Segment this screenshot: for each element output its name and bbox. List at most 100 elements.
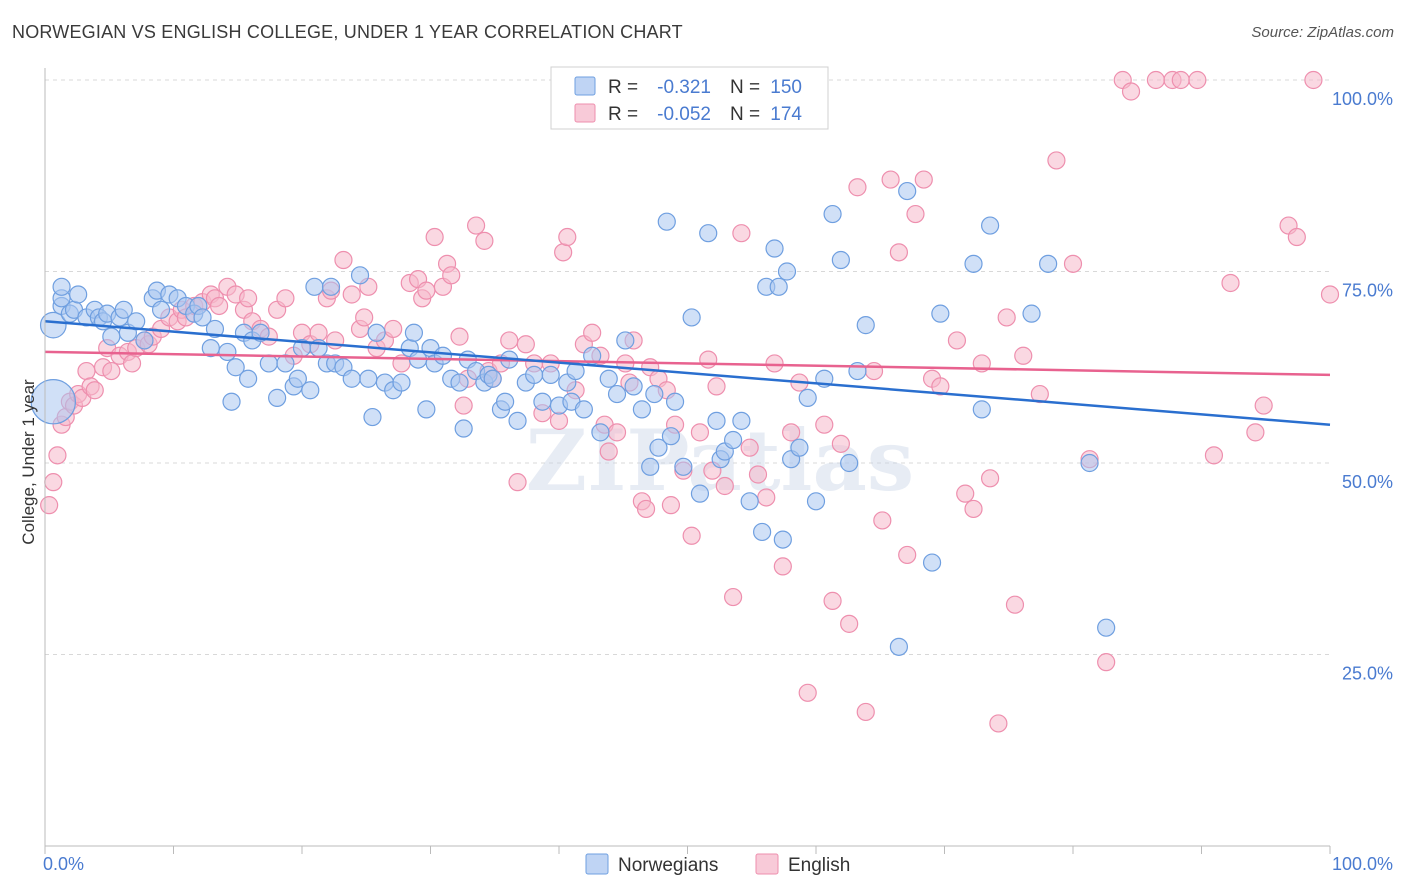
norwegian-point-125 — [856, 316, 875, 335]
english-point-44 — [309, 323, 328, 342]
english-point-75 — [516, 335, 535, 354]
bottom-legend-swatch-1 — [755, 853, 779, 875]
english-point-148 — [1146, 70, 1166, 90]
x-tick-label-end: 100.0% — [1332, 854, 1393, 874]
english-point-40 — [276, 289, 295, 308]
english-point-48 — [334, 250, 353, 270]
tick-labels: 25.0% 50.0% 75.0% 100.0% 0.0% 100.0% — [43, 89, 1393, 874]
english-point-109 — [748, 465, 768, 484]
english-point-137 — [989, 714, 1008, 733]
y-tick-label-100: 100.0% — [1332, 89, 1393, 109]
norwegian-point-51 — [350, 266, 370, 285]
english-point-101 — [690, 423, 710, 442]
legend-swatch-1 — [574, 103, 596, 123]
english-point-142 — [1047, 151, 1066, 170]
norwegian-point-118 — [798, 388, 817, 407]
norwegian-point-7 — [69, 285, 88, 304]
norwegian-point-80 — [541, 365, 560, 385]
english-point-126 — [889, 243, 909, 262]
norwegian-point-128 — [922, 553, 942, 572]
legend-n-value-1: 174 — [770, 104, 802, 125]
legend-r-value-1: -0.052 — [657, 104, 711, 125]
english-point-158 — [1304, 70, 1323, 90]
english-point-157 — [1287, 227, 1306, 247]
english-point-136 — [980, 469, 1000, 488]
norwegian-point-21 — [151, 300, 171, 319]
norwegian-point-115 — [777, 262, 797, 281]
norwegian-point-54 — [367, 323, 386, 342]
legend: R = -0.321 N = 150 R = -0.052 N = 174 — [550, 66, 829, 130]
norwegian-trend-line — [44, 320, 1331, 426]
legend-swatch-0 — [574, 76, 596, 96]
english-point-138 — [997, 308, 1016, 327]
y-axis-title: College, Under 1 year — [19, 379, 38, 545]
norwegian-point-39 — [276, 354, 295, 373]
source-note: Source: ZipAtlas.com — [1251, 24, 1394, 41]
english-point-14 — [102, 361, 121, 381]
norwegian-point-110 — [753, 522, 772, 542]
english-point-84 — [583, 323, 602, 342]
y-tick-label-25: 25.0% — [1342, 664, 1393, 684]
norwegian-point-93 — [641, 457, 660, 476]
legend-r-value-0: -0.321 — [657, 77, 711, 98]
norwegian-point-92 — [632, 400, 652, 419]
norwegian-point-106 — [723, 430, 743, 450]
english-point-80 — [554, 243, 573, 262]
bottom-legend-swatch-0 — [585, 853, 609, 875]
norwegian-point-133 — [1022, 304, 1041, 323]
source-link[interactable]: ZipAtlas.com — [1307, 24, 1394, 41]
norwegian-point-85 — [574, 400, 593, 419]
norwegian-point-67 — [454, 419, 473, 438]
norwegian-point-90 — [616, 331, 635, 350]
norwegian-point-114 — [773, 530, 792, 549]
english-point-110 — [757, 488, 776, 507]
norwegian-point-57 — [392, 373, 411, 392]
english-point-128 — [906, 204, 925, 224]
english-point-60 — [417, 281, 436, 300]
norwegian-point-37 — [259, 354, 278, 373]
english-point-120 — [840, 614, 859, 633]
english-point-143 — [1063, 254, 1083, 273]
english-point-55 — [384, 319, 403, 339]
norwegian-point-94 — [645, 384, 664, 404]
norwegian-point-135 — [1080, 453, 1099, 473]
english-point-125 — [881, 170, 900, 189]
english-point-123 — [864, 361, 884, 381]
english-point-153 — [1221, 273, 1240, 293]
norwegian-point-29 — [205, 319, 225, 339]
english-point-9 — [77, 361, 96, 381]
y-tick-label-75: 75.0% — [1342, 281, 1393, 301]
norwegian-point-132 — [980, 216, 1000, 235]
english-point-118 — [823, 591, 842, 610]
legend-box — [550, 66, 829, 130]
norwegian-point-136 — [1097, 618, 1116, 637]
english-point-151 — [1188, 70, 1207, 90]
english-point-117 — [815, 415, 834, 434]
english-point-64 — [442, 266, 461, 285]
norwegian-point-1 — [30, 379, 76, 425]
norwegian-point-100 — [682, 308, 701, 327]
source-prefix: Source: — [1251, 24, 1308, 41]
norwegian-point-78 — [525, 365, 544, 385]
norwegian-point-74 — [496, 392, 515, 411]
english-point-74 — [508, 473, 527, 492]
norwegian-point-103 — [707, 411, 726, 430]
bottom-legend-label-0: Norwegians — [618, 855, 718, 876]
norwegian-point-36 — [251, 323, 270, 342]
english-point-113 — [782, 423, 801, 442]
english-point-68 — [466, 216, 486, 235]
english-point-47 — [326, 331, 345, 350]
norwegian-point-119 — [806, 492, 826, 511]
legend-r-label-1: R = — [608, 104, 638, 125]
english-point-1 — [44, 473, 63, 492]
english-point-122 — [856, 702, 875, 722]
norwegian-point-0 — [39, 311, 67, 339]
norwegian-point-131 — [972, 400, 991, 419]
english-point-79 — [549, 411, 569, 430]
english-point-107 — [732, 224, 751, 243]
norwegian-point-76 — [508, 411, 527, 430]
norwegian-point-38 — [268, 388, 287, 407]
legend-n-value-0: 150 — [770, 77, 802, 98]
english-point-133 — [956, 484, 975, 503]
